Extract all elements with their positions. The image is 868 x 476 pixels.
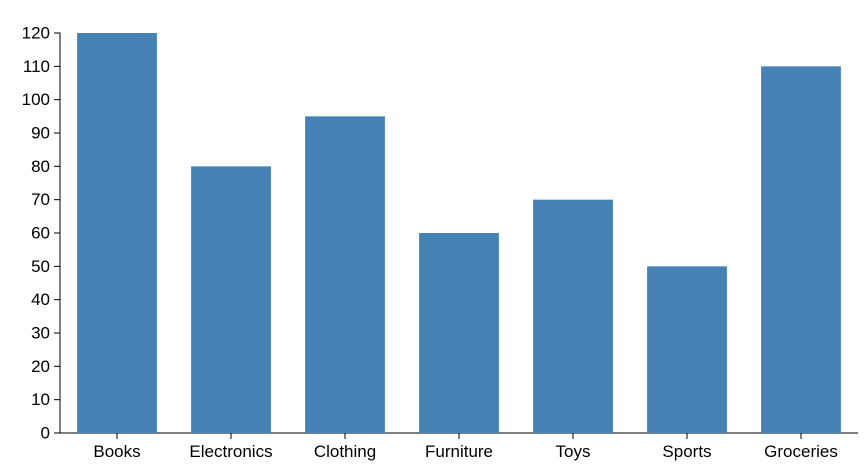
bar-sports — [647, 266, 727, 433]
y-tick-label: 80 — [31, 157, 50, 176]
x-tick-label: Sports — [662, 442, 711, 461]
y-tick-label: 100 — [22, 90, 50, 109]
x-axis: Books Electronics Clothing Furniture Toys Spo… — [60, 432, 858, 461]
y-tick-label: 40 — [31, 290, 50, 309]
x-tick-label: Electronics — [189, 442, 272, 461]
y-tick-label: 0 — [41, 424, 50, 443]
y-tick-label: 50 — [31, 257, 50, 276]
x-tick-label: Furniture — [425, 442, 493, 461]
y-tick-label: 70 — [31, 190, 50, 209]
bar-books — [77, 33, 157, 433]
y-tick-label: 90 — [31, 124, 50, 143]
x-tick-label: Clothing — [314, 442, 376, 461]
x-tick-label: Groceries — [764, 442, 838, 461]
y-tick-label: 30 — [31, 324, 50, 343]
bars — [77, 33, 841, 434]
y-tick-label: 20 — [31, 357, 50, 376]
x-tick-label: Books — [93, 442, 140, 461]
y-tick-label: 120 — [22, 24, 50, 43]
y-tick-label: 60 — [31, 224, 50, 243]
bar-toys — [533, 199, 613, 433]
y-tick-label: 10 — [31, 390, 50, 409]
bar-clothing — [305, 116, 385, 433]
bar-groceries — [761, 66, 841, 433]
bar-furniture — [419, 233, 499, 433]
y-axis: 0 10 20 30 40 50 60 70 80 90 100 110 120 — [22, 24, 61, 443]
bar-electronics — [191, 166, 271, 434]
x-tick-label: Toys — [556, 442, 591, 461]
y-tick-label: 110 — [23, 57, 50, 76]
